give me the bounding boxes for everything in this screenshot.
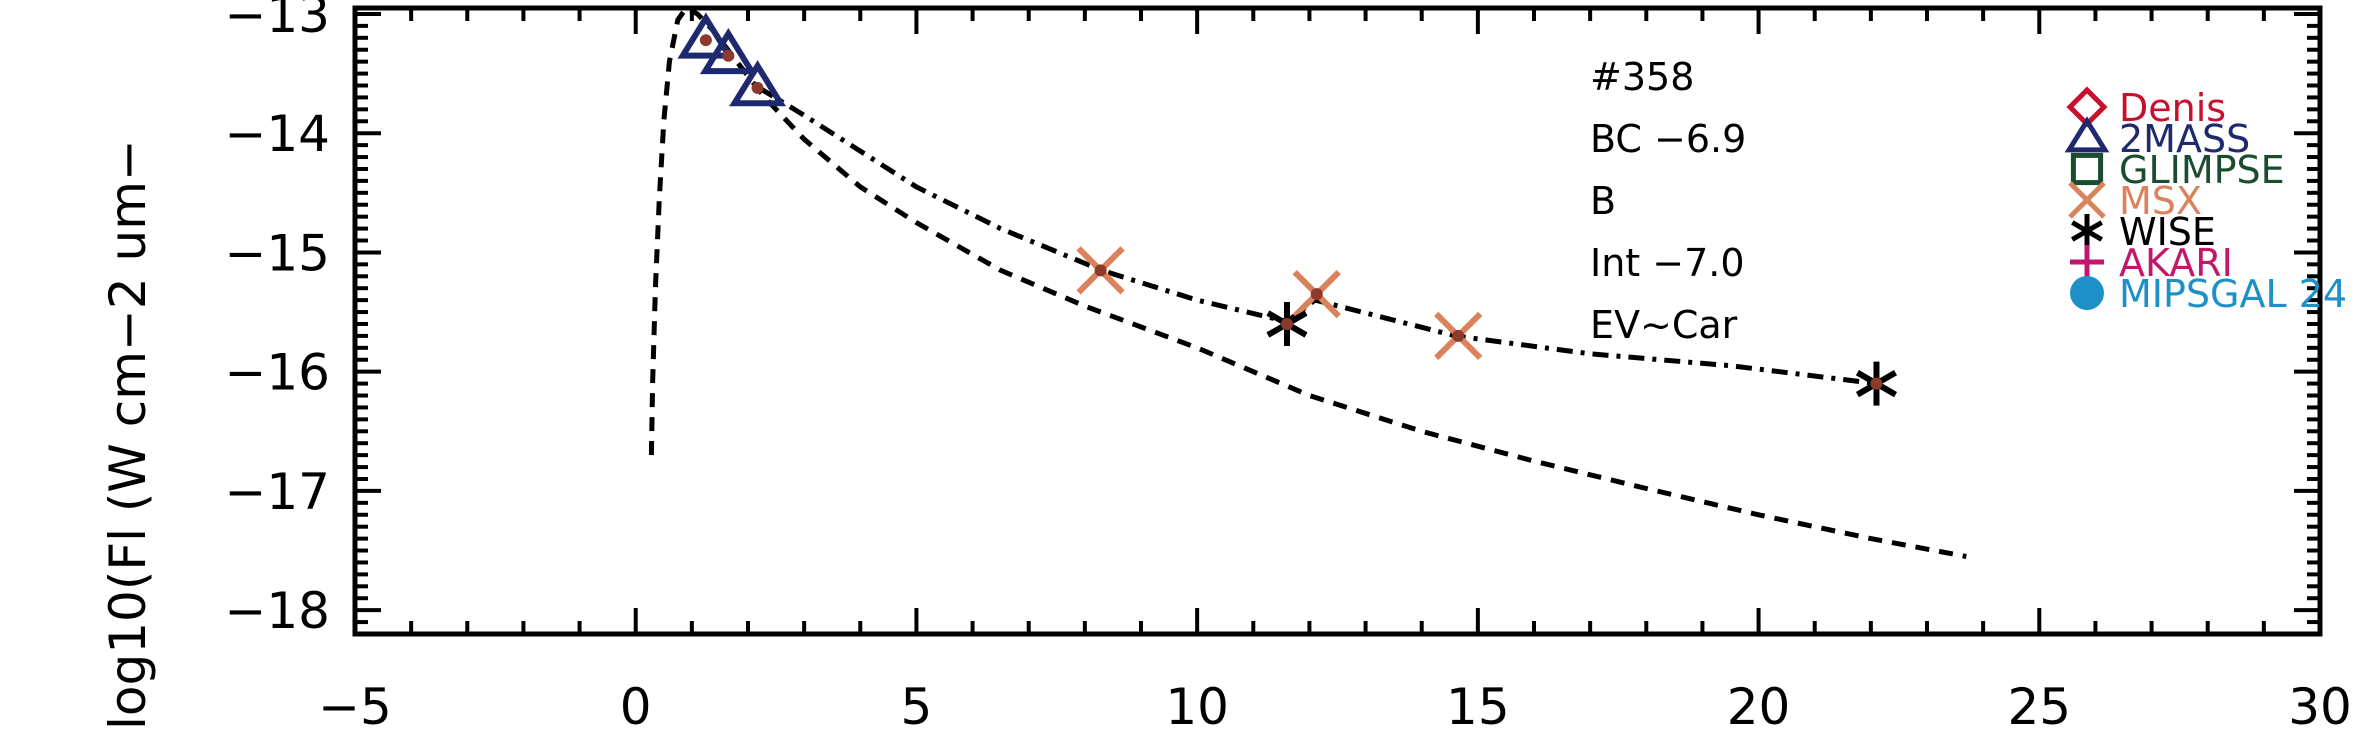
- data-point: [699, 27, 757, 75]
- data-points: [677, 12, 1898, 406]
- y-tick-labels: −13 −14 −15 −16 −17 −18: [224, 0, 330, 640]
- y-tick-label: −16: [224, 344, 330, 402]
- data-point-center: [1452, 329, 1465, 342]
- x-tick-label: 15: [1446, 678, 1510, 736]
- x-tick-labels: −5 0 5 10 15 20 25 30: [318, 678, 2352, 736]
- data-point-center: [722, 49, 735, 62]
- data-point-center: [699, 34, 712, 47]
- data-point: [729, 60, 787, 107]
- x-tick-label: 10: [1165, 678, 1229, 736]
- model-curve-dashed: [648, 4, 1967, 559]
- annotation-bc: BC −6.9: [1590, 117, 1746, 161]
- asterisk-marker: [2071, 220, 2103, 242]
- y-tick-label: −14: [224, 105, 330, 163]
- data-point-center: [1280, 317, 1293, 330]
- legend-label: MIPSGAL 24: [2119, 272, 2347, 316]
- legend-label: AKARI: [2119, 241, 2233, 285]
- data-point-center: [1870, 377, 1883, 390]
- legend-entry: 2MASS: [2064, 116, 2250, 161]
- x-tick-label: 30: [2288, 678, 2352, 736]
- legend-label: Denis: [2119, 86, 2226, 130]
- y-tick-label: −17: [224, 463, 330, 521]
- axis-ticks: [353, 8, 2322, 636]
- x-tick-label: 25: [2007, 678, 2071, 736]
- square-marker: [2070, 152, 2104, 186]
- y-tick-label: −15: [224, 224, 330, 282]
- circle-marker: [2070, 276, 2104, 310]
- model-curve-dashdot: [757, 85, 1877, 387]
- legend-label: MSX: [2119, 179, 2202, 223]
- x-marker: [2068, 181, 2106, 219]
- legend-entry: WISE: [2071, 210, 2216, 254]
- data-point-center: [751, 81, 764, 94]
- model-curves: [648, 4, 1967, 559]
- triangle-marker: [729, 60, 787, 107]
- annotation-name: EV~Car: [1590, 303, 1738, 347]
- data-point: [1266, 301, 1308, 346]
- legend-label: WISE: [2119, 210, 2216, 254]
- data-point: [1076, 246, 1125, 295]
- y-axis-label: log10(Fl (W cm−2 um−: [99, 139, 157, 730]
- y-tick-label: −18: [224, 582, 330, 640]
- legend-label: GLIMPSE: [2119, 148, 2285, 192]
- legend-entry: AKARI: [2070, 241, 2233, 285]
- data-point-center: [1310, 288, 1323, 301]
- data-point: [1855, 361, 1898, 406]
- data-point: [677, 12, 735, 59]
- legend-entry: GLIMPSE: [2070, 148, 2285, 192]
- y-tick-label: −13: [224, 0, 330, 44]
- x-tick-label: 20: [1727, 678, 1791, 736]
- legend-entry: MIPSGAL 24: [2070, 272, 2347, 316]
- x-tick-label: 5: [901, 678, 933, 736]
- legend-label: 2MASS: [2119, 117, 2250, 161]
- x-tick-label: 0: [620, 678, 652, 736]
- data-point-center: [1094, 264, 1107, 277]
- data-point: [1292, 270, 1341, 319]
- triangle-marker: [677, 12, 735, 59]
- annotation-class: B: [1590, 179, 1616, 223]
- triangle-marker: [2064, 116, 2110, 153]
- plot-frame: [352, 5, 2323, 637]
- triangle-marker: [699, 27, 757, 75]
- annotation-int: Int −7.0: [1590, 241, 1745, 285]
- x-tick-label: −5: [318, 678, 392, 736]
- annotation-id: #358: [1590, 55, 1694, 99]
- data-point: [1434, 311, 1483, 361]
- annotation-block: #358 BC −6.9 B Int −7.0 EV~Car: [1590, 55, 1746, 347]
- legend-entry: MSX: [2068, 179, 2202, 223]
